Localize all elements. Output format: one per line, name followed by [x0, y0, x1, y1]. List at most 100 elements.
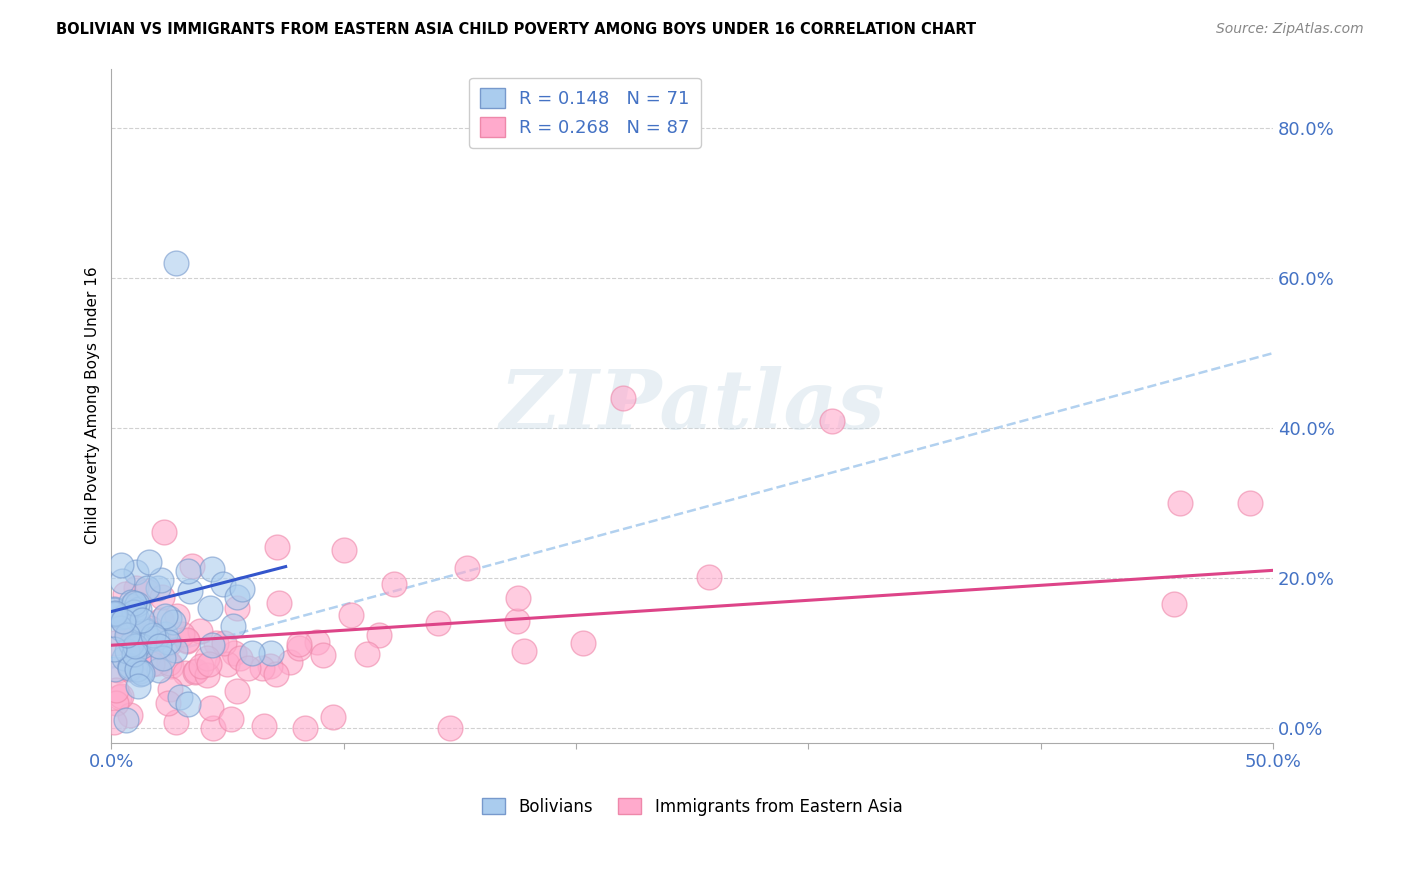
Bolivians — [153, 626, 176, 640]
Immigrants from Eastern Asia — [141, 625, 163, 640]
Immigrants from Eastern Asia — [513, 644, 536, 658]
Bolivians — [134, 624, 156, 638]
Immigrants from Eastern Asia — [224, 646, 246, 660]
Bolivians — [163, 643, 186, 657]
Bolivians — [115, 628, 138, 642]
Bolivians — [169, 690, 191, 704]
Immigrants from Eastern Asia — [697, 570, 720, 584]
Bolivians — [136, 581, 159, 595]
Immigrants from Eastern Asia — [105, 696, 128, 710]
Bolivians — [222, 618, 245, 632]
Immigrants from Eastern Asia — [195, 650, 218, 665]
Immigrants from Eastern Asia — [157, 656, 180, 670]
Immigrants from Eastern Asia — [107, 663, 129, 677]
Immigrants from Eastern Asia — [288, 637, 311, 651]
Immigrants from Eastern Asia — [294, 721, 316, 735]
Immigrants from Eastern Asia — [104, 635, 127, 649]
Bolivians — [153, 608, 176, 623]
Immigrants from Eastern Asia — [264, 667, 287, 681]
Immigrants from Eastern Asia — [259, 658, 281, 673]
Immigrants from Eastern Asia — [135, 584, 157, 599]
Immigrants from Eastern Asia — [139, 621, 162, 635]
Bolivians — [162, 615, 184, 630]
Immigrants from Eastern Asia — [307, 635, 329, 649]
Immigrants from Eastern Asia — [197, 668, 219, 682]
Bolivians — [131, 666, 153, 681]
Immigrants from Eastern Asia — [166, 608, 188, 623]
Bolivians — [166, 256, 188, 270]
Bolivians — [114, 651, 136, 665]
Bolivians — [108, 621, 131, 635]
Bolivians — [103, 662, 125, 676]
Bolivians — [128, 667, 150, 681]
Bolivians — [156, 635, 179, 649]
Bolivians — [225, 590, 247, 604]
Immigrants from Eastern Asia — [267, 596, 290, 610]
Bolivians — [114, 609, 136, 624]
Immigrants from Eastern Asia — [820, 413, 842, 427]
Bolivians — [110, 558, 132, 572]
Immigrants from Eastern Asia — [506, 591, 529, 606]
Immigrants from Eastern Asia — [117, 629, 139, 643]
Bolivians — [110, 610, 132, 624]
Immigrants from Eastern Asia — [288, 641, 311, 656]
Immigrants from Eastern Asia — [356, 648, 378, 662]
Immigrants from Eastern Asia — [368, 627, 391, 641]
Immigrants from Eastern Asia — [506, 614, 529, 628]
Immigrants from Eastern Asia — [174, 666, 197, 681]
Immigrants from Eastern Asia — [176, 632, 198, 647]
Immigrants from Eastern Asia — [312, 648, 335, 663]
Immigrants from Eastern Asia — [1163, 597, 1185, 611]
Bolivians — [146, 582, 169, 596]
Bolivians — [111, 614, 134, 628]
Bolivians — [127, 662, 149, 676]
Immigrants from Eastern Asia — [1239, 496, 1261, 510]
Immigrants from Eastern Asia — [110, 690, 132, 704]
Immigrants from Eastern Asia — [125, 581, 148, 595]
Immigrants from Eastern Asia — [146, 656, 169, 670]
Bolivians — [128, 601, 150, 615]
Immigrants from Eastern Asia — [108, 690, 131, 705]
Immigrants from Eastern Asia — [159, 681, 181, 696]
Immigrants from Eastern Asia — [202, 721, 225, 735]
Immigrants from Eastern Asia — [159, 636, 181, 650]
Legend: Bolivians, Immigrants from Eastern Asia: Bolivians, Immigrants from Eastern Asia — [475, 791, 910, 822]
Bolivians — [150, 573, 173, 587]
Bolivians — [127, 638, 149, 652]
Bolivians — [159, 611, 181, 625]
Bolivians — [103, 607, 125, 621]
Immigrants from Eastern Asia — [198, 657, 221, 672]
Bolivians — [129, 664, 152, 678]
Bolivians — [114, 713, 136, 727]
Immigrants from Eastern Asia — [170, 626, 193, 640]
Bolivians — [142, 628, 165, 642]
Bolivians — [120, 637, 142, 651]
Bolivians — [120, 594, 142, 608]
Immigrants from Eastern Asia — [250, 661, 273, 675]
Bolivians — [201, 562, 224, 576]
Bolivians — [240, 646, 263, 660]
Bolivians — [132, 622, 155, 636]
Bolivians — [103, 642, 125, 657]
Bolivians — [231, 582, 253, 596]
Immigrants from Eastern Asia — [439, 721, 461, 735]
Immigrants from Eastern Asia — [150, 590, 173, 604]
Immigrants from Eastern Asia — [186, 665, 208, 679]
Bolivians — [176, 697, 198, 711]
Bolivians — [105, 607, 128, 622]
Immigrants from Eastern Asia — [103, 715, 125, 730]
Bolivians — [125, 598, 148, 612]
Immigrants from Eastern Asia — [114, 616, 136, 631]
Immigrants from Eastern Asia — [166, 714, 188, 729]
Immigrants from Eastern Asia — [340, 608, 363, 623]
Immigrants from Eastern Asia — [122, 632, 145, 646]
Bolivians — [125, 612, 148, 626]
Bolivians — [122, 605, 145, 619]
Bolivians — [121, 599, 143, 613]
Bolivians — [260, 646, 283, 660]
Bolivians — [103, 602, 125, 616]
Text: ZIPatlas: ZIPatlas — [499, 366, 884, 446]
Text: Source: ZipAtlas.com: Source: ZipAtlas.com — [1216, 22, 1364, 37]
Immigrants from Eastern Asia — [120, 707, 142, 722]
Bolivians — [200, 600, 222, 615]
